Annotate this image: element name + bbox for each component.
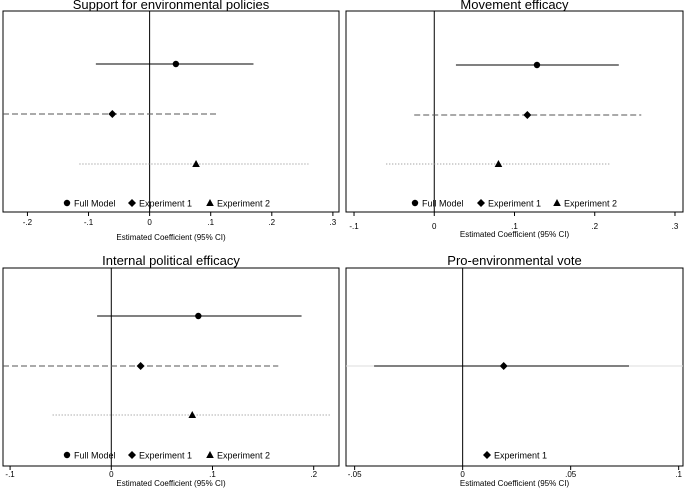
legend-label: Full Model <box>422 199 464 209</box>
point-estimate <box>494 160 503 167</box>
legend-marker <box>128 199 136 207</box>
x-tick-label: .2 <box>310 470 317 479</box>
legend-label: Experiment 1 <box>488 199 541 209</box>
legend-marker <box>63 199 71 207</box>
x-tick-label: -.2 <box>23 218 33 227</box>
legend-marker <box>553 199 561 206</box>
legend-label: Experiment 2 <box>564 199 617 209</box>
legend-label: Experiment 2 <box>217 199 270 209</box>
x-tick-label: .3 <box>330 218 337 227</box>
point-estimate <box>136 362 145 370</box>
panel-title: Internal political efficacy <box>102 253 240 268</box>
panel-title: Pro-environmental vote <box>447 253 581 268</box>
point-estimate <box>499 362 508 370</box>
x-tick-label: -.1 <box>84 218 94 227</box>
point-estimate <box>523 111 532 119</box>
point-estimate <box>195 312 202 320</box>
x-tick-label: .1 <box>511 222 518 231</box>
legend-marker <box>128 451 136 459</box>
legend-marker <box>411 199 419 207</box>
x-tick-label: .1 <box>675 470 682 479</box>
panel-1: Support for environmental policies -.2 -.1… <box>2 0 340 242</box>
x-tick-label: 0 <box>460 470 465 479</box>
point-estimate <box>108 110 117 118</box>
plot-frame <box>345 10 684 213</box>
point-estimate <box>188 411 197 418</box>
x-tick-label: .1 <box>207 218 214 227</box>
panel-4: Pro-environmental vote -.05 0 .05 .1 Estimate… <box>345 253 684 488</box>
x-tick-label: 0 <box>109 470 114 479</box>
x-tick-label: .05 <box>565 470 577 479</box>
legend-label: Experiment 1 <box>139 451 192 461</box>
point-estimate <box>533 61 541 69</box>
x-tick-label: -.1 <box>349 222 359 231</box>
legend-marker <box>477 199 485 207</box>
panel-title: Movement efficacy <box>460 0 569 12</box>
plot-frame <box>2 10 340 213</box>
x-tick-label: -.1 <box>5 470 15 479</box>
legend-label: Full Model <box>74 451 116 461</box>
legend-label: Experiment 2 <box>217 451 270 461</box>
plot-frame <box>2 267 340 467</box>
legend-label: Experiment 1 <box>139 199 192 209</box>
x-axis-label: Estimated Coefficient (95% CI) <box>460 479 570 488</box>
x-tick-label: .2 <box>268 218 275 227</box>
x-tick-label: .3 <box>672 222 679 231</box>
x-axis-label: Estimated Coefficient (95% CI) <box>116 233 226 242</box>
legend-label: Experiment 1 <box>494 451 547 461</box>
panel-2: Movement efficacy -.1 0 .1 .2 .3 Estimated Coe… <box>345 0 684 239</box>
legend-marker <box>483 451 491 459</box>
panel-3: Internal political efficacy -.1 0 .1 .2 Estim… <box>2 253 340 488</box>
legend-label: Full Model <box>74 199 116 209</box>
x-tick-label: .1 <box>209 470 216 479</box>
plot-frame <box>345 267 684 467</box>
x-tick-label: .2 <box>591 222 598 231</box>
x-axis-label: Estimated Coefficient (95% CI) <box>460 230 570 239</box>
point-estimate <box>192 160 200 167</box>
x-tick-label: -.05 <box>348 470 362 479</box>
legend-marker <box>206 199 214 206</box>
legend-marker <box>206 451 214 458</box>
x-tick-label: 0 <box>147 218 152 227</box>
x-axis-label: Estimated Coefficient (95% CI) <box>116 479 226 488</box>
legend-marker <box>63 451 71 459</box>
x-tick-label: 0 <box>432 222 437 231</box>
point-estimate <box>172 60 180 68</box>
panel-title: Support for environmental policies <box>73 0 270 12</box>
